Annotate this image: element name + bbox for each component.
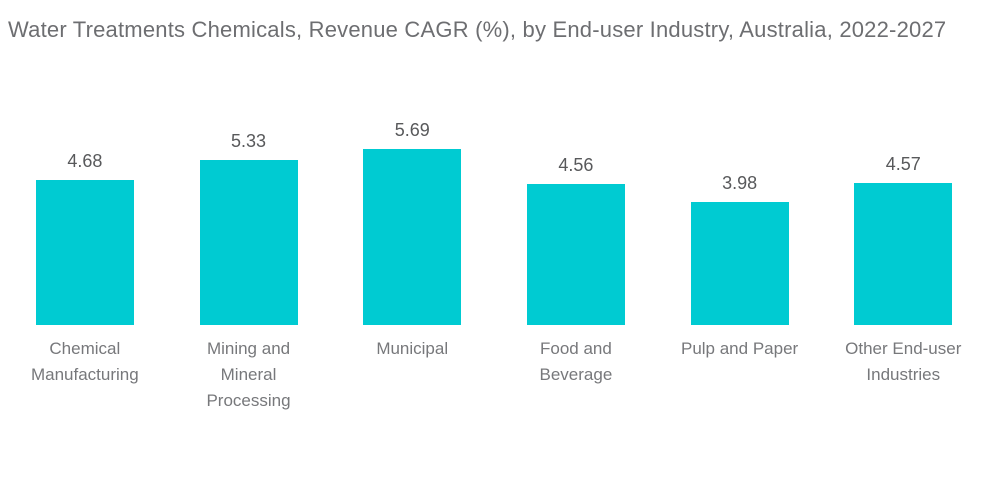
chart-title: Water Treatments Chemicals, Revenue CAGR… [8, 17, 947, 42]
bar-category-label: Other End-user Industries [845, 339, 962, 384]
bar [363, 149, 462, 325]
bar-category-label: Municipal [376, 339, 449, 358]
bar-column: 4.68 Chemical Manufacturing [3, 0, 167, 414]
bar-area: 4.56 [494, 0, 658, 325]
bar-category-label: Food and Beverage [539, 339, 613, 384]
bar-column: 4.56 Food and Beverage [494, 0, 658, 414]
bar [199, 160, 298, 325]
bar-area: 4.57 [821, 0, 985, 325]
bar-area: 4.68 [3, 0, 167, 325]
plot-area: 4.68 Chemical Manufacturing 5.33 Mining … [3, 0, 997, 414]
bar [35, 180, 134, 325]
bar-value-label: 3.98 [722, 173, 758, 193]
bar-area: 3.98 [658, 0, 822, 325]
bar-category-label: Pulp and Paper [680, 339, 799, 358]
bar-area: 5.33 [167, 0, 331, 325]
bar [854, 183, 953, 325]
bar-column: 4.57 Other End-user Industries [821, 0, 985, 414]
bar-value-label: 4.57 [885, 154, 921, 174]
bar-value-label: 5.33 [231, 131, 267, 151]
bar-category-label: Chemical Manufacturing [30, 339, 139, 384]
bar-column: 3.98 Pulp and Paper [658, 0, 822, 414]
bar-value-label: 4.68 [67, 151, 103, 171]
bar [526, 184, 625, 325]
bar-value-label: 5.69 [394, 120, 430, 140]
bar [690, 202, 789, 325]
bar-area: 5.69 [330, 0, 494, 325]
bar-value-label: 4.56 [558, 155, 594, 175]
bar-category-label: Mining and Mineral Processing [206, 339, 291, 410]
bar-column: 5.69 Municipal [330, 0, 494, 414]
bar-column: 5.33 Mining and Mineral Processing [167, 0, 331, 414]
